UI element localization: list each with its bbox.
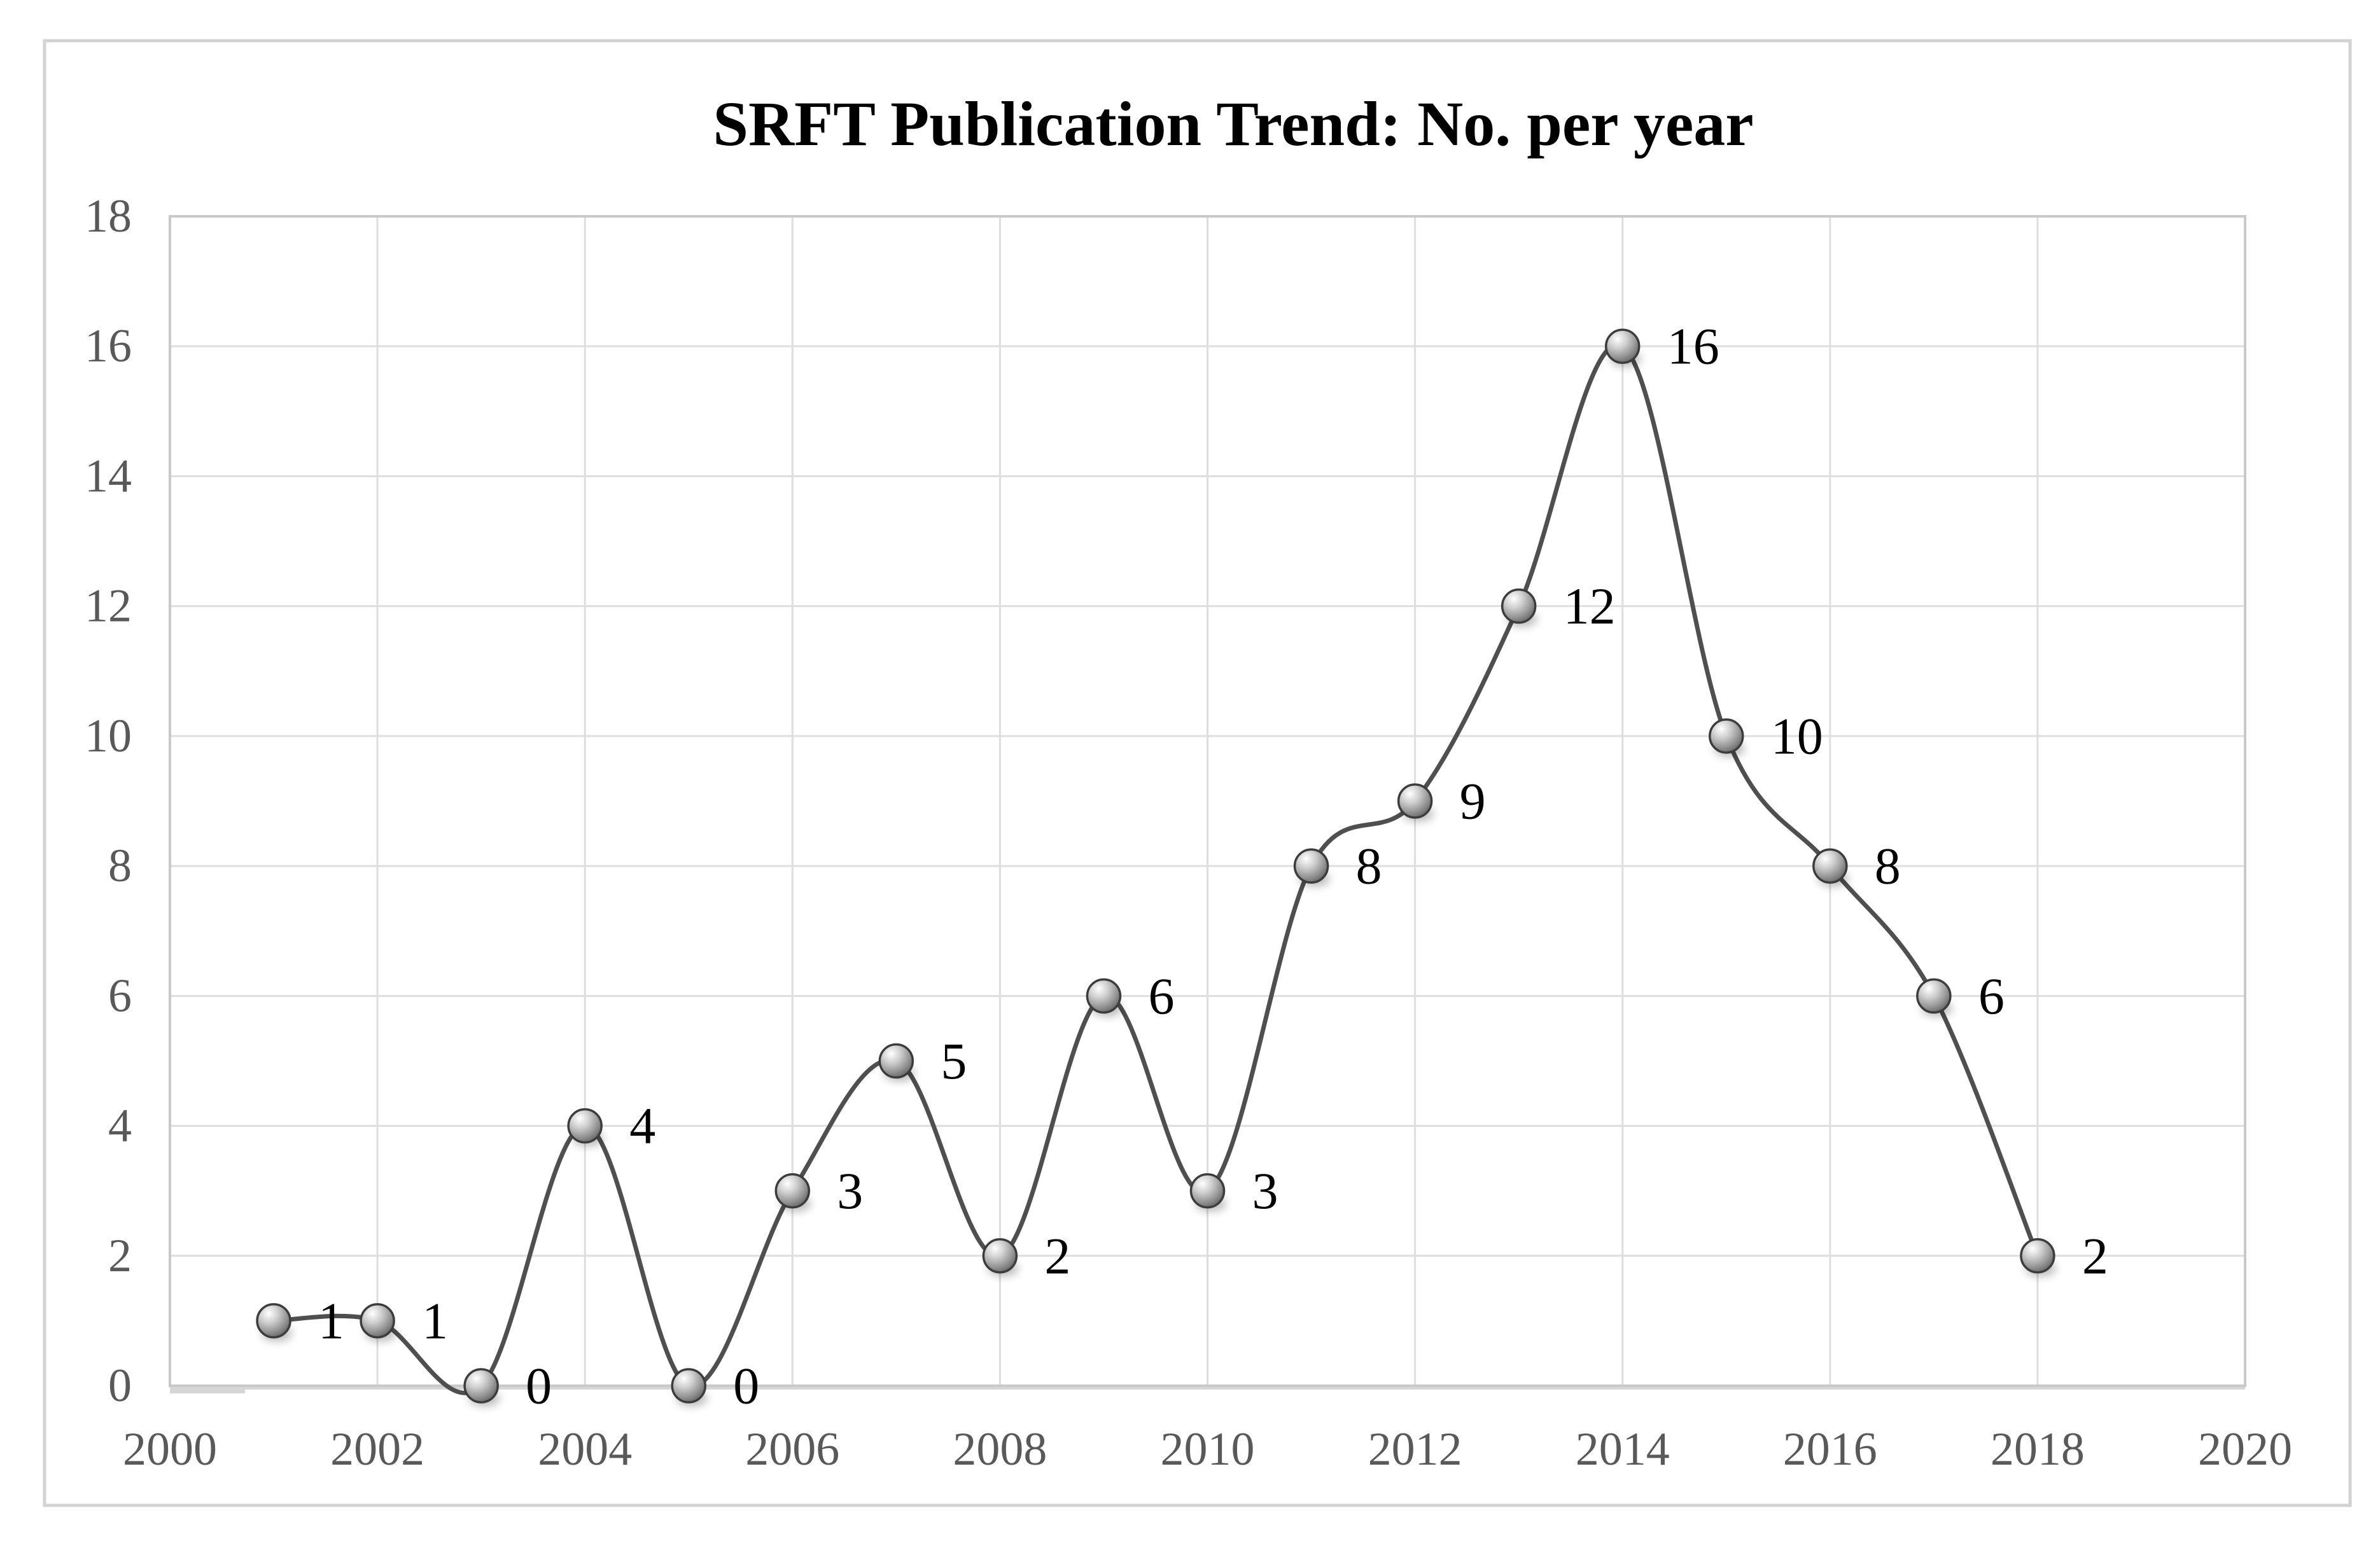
y-tick-label: 12 bbox=[85, 580, 132, 632]
data-point-marker bbox=[567, 1108, 603, 1144]
data-point-marker bbox=[1501, 588, 1537, 624]
data-point-label: 8 bbox=[1875, 837, 1901, 895]
data-point-label: 0 bbox=[733, 1357, 759, 1415]
x-tick-label: 2010 bbox=[1161, 1423, 1255, 1475]
x-tick-label: 2008 bbox=[953, 1423, 1047, 1475]
data-point-label: 2 bbox=[1044, 1227, 1070, 1285]
data-point-label: 10 bbox=[1771, 707, 1823, 765]
x-tick-label: 2006 bbox=[745, 1423, 839, 1475]
data-point-marker bbox=[1293, 848, 1329, 884]
data-point-label: 0 bbox=[526, 1357, 552, 1415]
y-tick-label: 0 bbox=[108, 1360, 132, 1412]
data-point-label: 16 bbox=[1667, 317, 1719, 375]
x-tick-label: 2014 bbox=[1576, 1423, 1670, 1475]
data-point-marker bbox=[360, 1303, 395, 1339]
data-point-marker bbox=[1709, 718, 1744, 754]
figure-border bbox=[43, 39, 2352, 1507]
y-tick-label: 4 bbox=[108, 1100, 132, 1152]
data-point-marker bbox=[774, 1173, 811, 1209]
data-point-label: 12 bbox=[1564, 577, 1616, 635]
y-tick-label: 18 bbox=[85, 190, 132, 242]
data-point-label: 5 bbox=[941, 1032, 967, 1090]
y-tick-label: 10 bbox=[85, 710, 132, 762]
y-axis-labels: 0 2 4 6 8 10 12 14 16 18 bbox=[85, 190, 132, 1412]
x-axis-labels: 2000 2002 2004 2006 2008 2010 2012 2014 2016 2018… bbox=[123, 1423, 2292, 1475]
x-tick-label: 2016 bbox=[1783, 1423, 1877, 1475]
data-point-marker bbox=[463, 1368, 499, 1404]
x-tick-label: 2020 bbox=[2198, 1423, 2292, 1475]
y-tick-label: 14 bbox=[85, 450, 132, 502]
data-point-marker bbox=[1812, 848, 1848, 884]
data-point-marker bbox=[1086, 978, 1122, 1014]
data-point-marker bbox=[982, 1238, 1018, 1274]
data-point-label: 6 bbox=[1978, 967, 2005, 1025]
data-point-marker bbox=[878, 1043, 914, 1079]
data-point-markers bbox=[256, 328, 2056, 1406]
y-tick-label: 6 bbox=[108, 970, 132, 1022]
data-point-marker bbox=[1916, 978, 1952, 1014]
data-point-label: 2 bbox=[2082, 1227, 2108, 1285]
data-point-label: 8 bbox=[1356, 837, 1382, 895]
data-point-label: 4 bbox=[629, 1097, 655, 1155]
x-tick-label: 2018 bbox=[1991, 1423, 2085, 1475]
data-point-marker bbox=[2020, 1238, 2055, 1274]
chart-title: SRFT Publication Trend: No. per year bbox=[713, 88, 1753, 159]
data-point-marker bbox=[671, 1368, 706, 1404]
y-tick-label: 16 bbox=[85, 320, 132, 372]
plot-border bbox=[169, 215, 2246, 1387]
data-point-marker bbox=[1397, 783, 1433, 819]
x-tick-label: 2002 bbox=[330, 1423, 424, 1475]
data-point-marker bbox=[256, 1303, 291, 1339]
data-point-label: 3 bbox=[1252, 1162, 1278, 1220]
x-tick-label: 2000 bbox=[123, 1423, 217, 1475]
y-tick-label: 2 bbox=[108, 1230, 132, 1282]
data-point-label: 1 bbox=[422, 1292, 448, 1349]
data-point-label: 3 bbox=[837, 1162, 863, 1220]
data-point-label: 6 bbox=[1148, 967, 1174, 1025]
data-point-marker bbox=[1604, 328, 1641, 364]
x-tick-label: 2004 bbox=[538, 1423, 632, 1475]
y-tick-label: 8 bbox=[108, 840, 132, 892]
data-point-marker bbox=[1189, 1173, 1226, 1209]
data-point-label: 9 bbox=[1460, 772, 1486, 830]
x-tick-label: 2012 bbox=[1368, 1423, 1462, 1475]
data-point-label: 1 bbox=[318, 1292, 344, 1349]
